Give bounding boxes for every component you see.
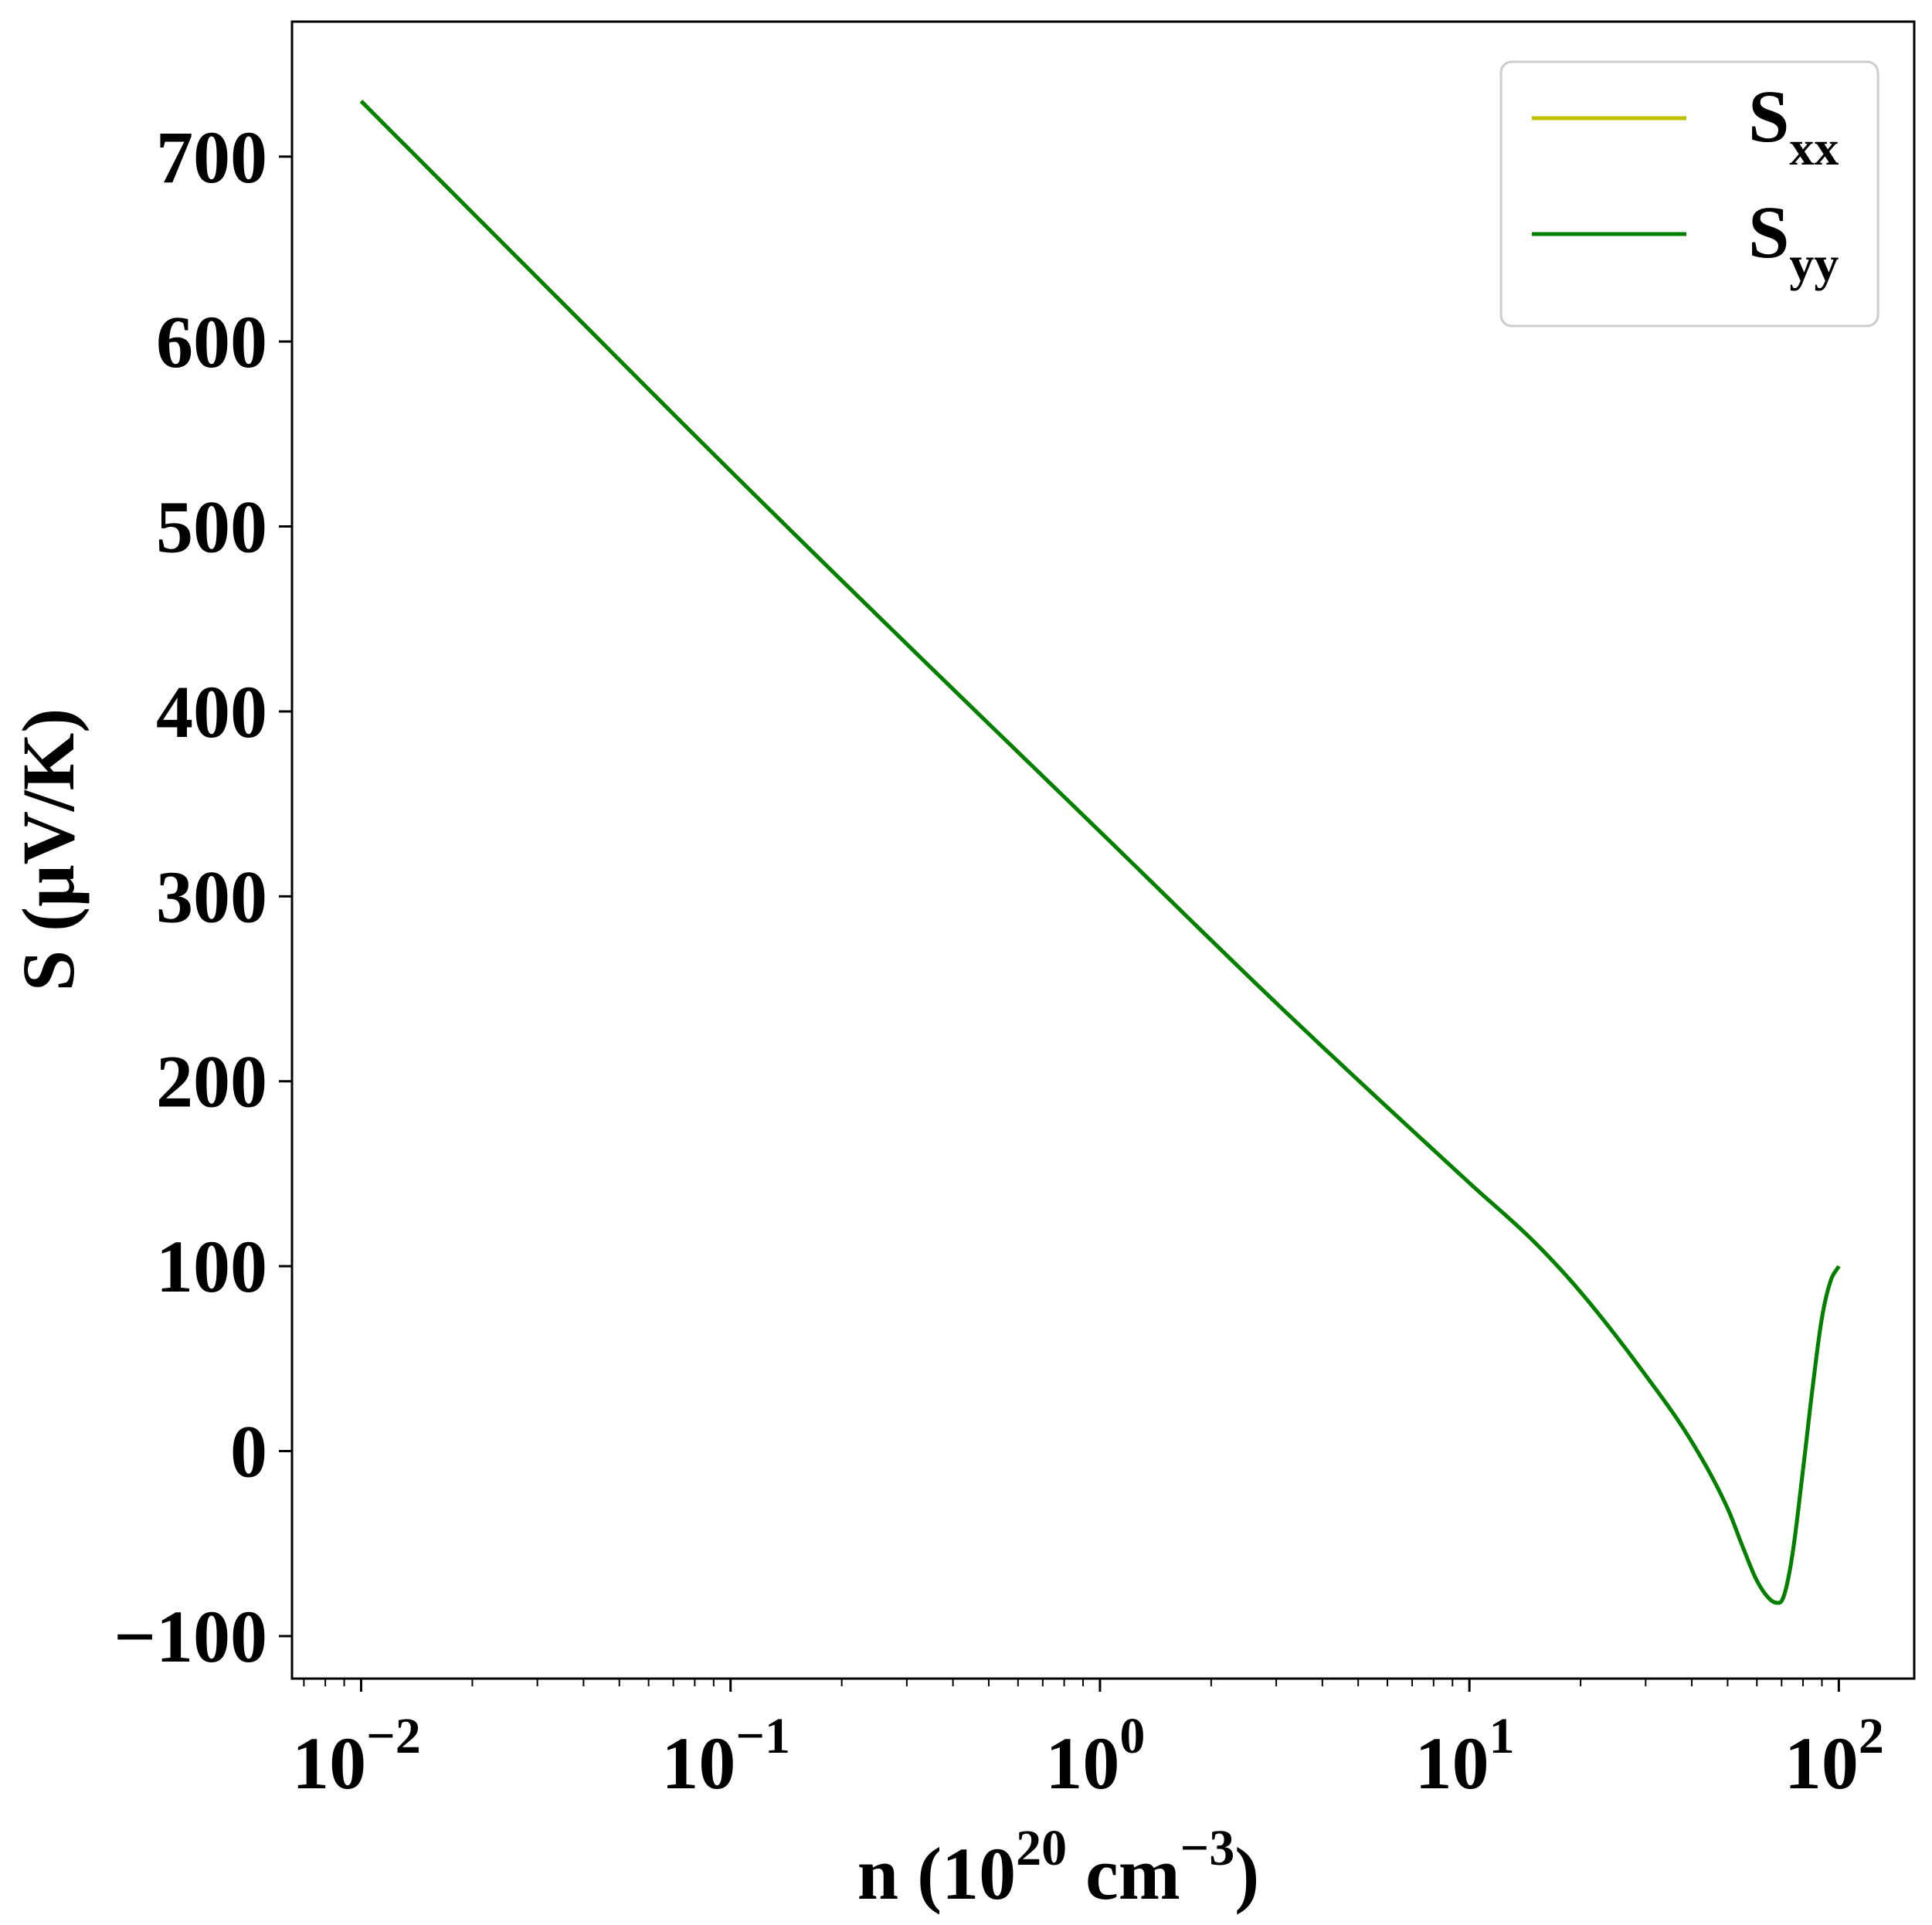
series-line-Syy: [359, 100, 1841, 1605]
y-tick-label: 100: [156, 1225, 267, 1308]
axes-frame: [290, 20, 1916, 1680]
x-tick-label: 10−1: [661, 1708, 790, 1804]
y-tick-label: 300: [156, 855, 267, 938]
y-tick-label: 500: [156, 486, 267, 569]
y-tick-label: 0: [230, 1411, 267, 1493]
y-tick-label: −100: [114, 1595, 267, 1678]
y-tick-label: 600: [156, 300, 267, 383]
legend-label-Sxx: Sxx: [1748, 75, 1839, 175]
legend-box: [1499, 60, 1879, 328]
series-lines: [359, 100, 1841, 1605]
axis-titles: S (μV/K) n (1020 cm−3): [7, 708, 1259, 1915]
x-tick-label: 101: [1415, 1708, 1515, 1804]
x-axis-label-sup1: 20: [1016, 1820, 1067, 1876]
y-axis-label: S (μV/K): [7, 708, 90, 991]
x-axis-label-sup2: −3: [1180, 1820, 1235, 1876]
x-axis-label-pre: n (10: [857, 1832, 1016, 1915]
x-tick-label: 102: [1784, 1708, 1884, 1804]
x-axis-label: n (1020 cm−3): [857, 1820, 1260, 1915]
axis-ticks: −100 0 100 200 300 400 500 600 700 10−2 10−1 100 101…: [114, 116, 1884, 1804]
legend: Sxx Syy: [1499, 60, 1879, 328]
legend-label-Syy: Syy: [1748, 191, 1839, 291]
y-tick-label: 700: [156, 116, 267, 199]
y-tick-label: 400: [156, 671, 267, 753]
x-axis-label-mid: cm: [1067, 1832, 1180, 1915]
y-tick-label: 200: [156, 1041, 267, 1123]
x-tick-label: 100: [1045, 1708, 1145, 1804]
x-tick-label: 10−2: [292, 1708, 421, 1804]
x-axis-label-post: ): [1234, 1832, 1259, 1915]
axes-spines: [290, 20, 1916, 1680]
